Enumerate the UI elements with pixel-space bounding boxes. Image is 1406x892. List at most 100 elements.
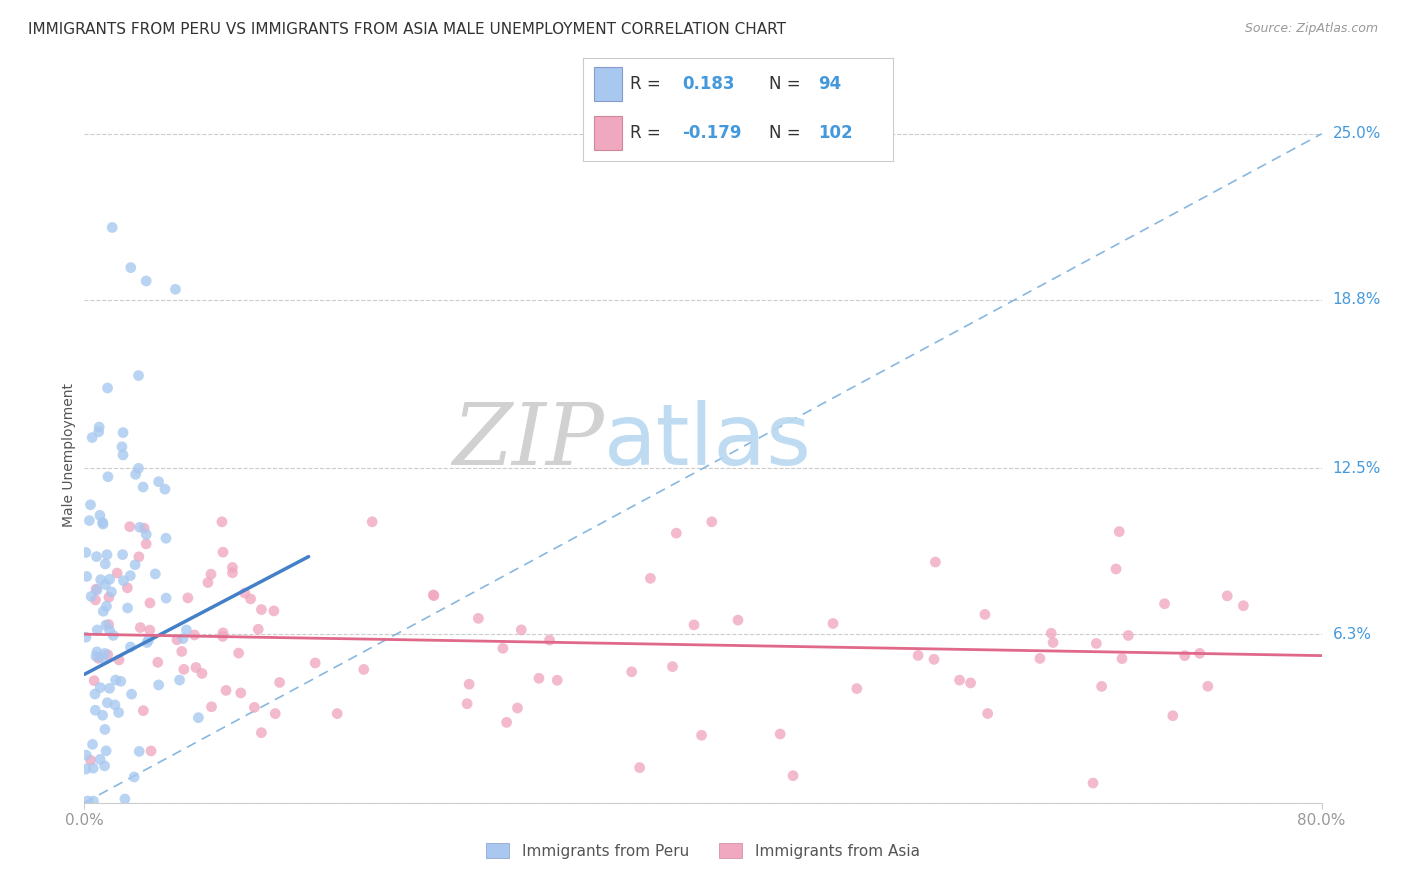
Point xyxy=(538,633,561,648)
Point xyxy=(117,581,139,595)
Point xyxy=(98,572,121,586)
Point xyxy=(97,591,120,605)
FancyBboxPatch shape xyxy=(595,117,621,150)
Point xyxy=(353,663,375,677)
Point xyxy=(221,566,243,580)
Point xyxy=(263,604,285,618)
Point xyxy=(96,548,118,562)
Point xyxy=(1105,562,1128,576)
Point xyxy=(80,590,103,604)
Point xyxy=(124,467,146,482)
Point xyxy=(166,632,188,647)
Point xyxy=(97,617,120,632)
Point xyxy=(1174,648,1197,663)
Point xyxy=(845,681,868,696)
Point xyxy=(239,591,262,606)
Point xyxy=(304,656,326,670)
Point xyxy=(111,440,134,454)
Y-axis label: Male Unemployment: Male Unemployment xyxy=(62,383,76,527)
Text: R =: R = xyxy=(630,124,661,142)
Point xyxy=(139,596,162,610)
Point xyxy=(247,622,270,636)
Point xyxy=(91,708,114,723)
Point xyxy=(84,593,107,607)
Text: N =: N = xyxy=(769,124,800,142)
Point xyxy=(114,792,136,806)
Point xyxy=(84,703,107,717)
Point xyxy=(86,549,108,564)
Point xyxy=(108,653,131,667)
Point xyxy=(948,673,970,687)
Point xyxy=(120,640,142,654)
Point xyxy=(83,673,105,688)
Point xyxy=(87,651,110,665)
Point xyxy=(94,577,117,591)
Point xyxy=(821,616,844,631)
Point xyxy=(94,809,117,823)
Point xyxy=(75,545,97,559)
Point xyxy=(1029,651,1052,665)
Point xyxy=(112,574,135,588)
Point xyxy=(221,560,243,574)
Point xyxy=(620,665,643,679)
Point xyxy=(135,274,157,288)
Point xyxy=(122,770,145,784)
Point xyxy=(170,644,193,658)
Point xyxy=(94,557,117,571)
Point xyxy=(93,759,115,773)
Point xyxy=(90,573,112,587)
Point xyxy=(94,723,117,737)
Point xyxy=(183,628,205,642)
Point xyxy=(135,527,157,541)
Point xyxy=(169,673,191,687)
Point xyxy=(138,633,160,648)
Point xyxy=(179,809,201,823)
Point xyxy=(82,431,104,445)
FancyBboxPatch shape xyxy=(595,67,621,101)
Point xyxy=(86,582,108,597)
Point xyxy=(769,727,792,741)
Point xyxy=(640,571,662,585)
Point xyxy=(782,769,804,783)
Point xyxy=(1188,646,1211,660)
Point xyxy=(243,700,266,714)
Text: atlas: atlas xyxy=(605,400,813,483)
Point xyxy=(495,715,517,730)
Point xyxy=(184,660,207,674)
Point xyxy=(89,508,111,523)
Text: 6.3%: 6.3% xyxy=(1333,627,1372,641)
Point xyxy=(79,498,101,512)
Point xyxy=(135,537,157,551)
Legend: Immigrants from Peru, Immigrants from Asia: Immigrants from Peru, Immigrants from As… xyxy=(481,837,925,864)
Point xyxy=(1153,597,1175,611)
Point xyxy=(155,591,177,606)
Point xyxy=(117,601,139,615)
Point xyxy=(98,809,121,823)
Point xyxy=(165,282,187,296)
Point xyxy=(127,461,149,475)
Point xyxy=(97,648,120,662)
Point xyxy=(82,738,104,752)
Point xyxy=(91,517,114,532)
Point xyxy=(112,448,135,462)
Point xyxy=(91,516,114,530)
Point xyxy=(98,624,121,638)
Point xyxy=(1197,679,1219,693)
Point xyxy=(458,677,481,691)
Point xyxy=(118,519,141,533)
Point xyxy=(75,762,97,776)
Text: Source: ZipAtlas.com: Source: ZipAtlas.com xyxy=(1244,22,1378,36)
Point xyxy=(456,697,478,711)
Point xyxy=(176,623,198,637)
Point xyxy=(155,531,177,545)
Point xyxy=(922,652,945,666)
Point xyxy=(75,748,97,763)
Point xyxy=(211,629,233,643)
Point xyxy=(1081,776,1104,790)
Point xyxy=(1216,589,1239,603)
Point xyxy=(212,545,235,559)
Point xyxy=(101,220,124,235)
Point xyxy=(128,368,150,383)
Point xyxy=(97,469,120,483)
Point xyxy=(250,602,273,616)
